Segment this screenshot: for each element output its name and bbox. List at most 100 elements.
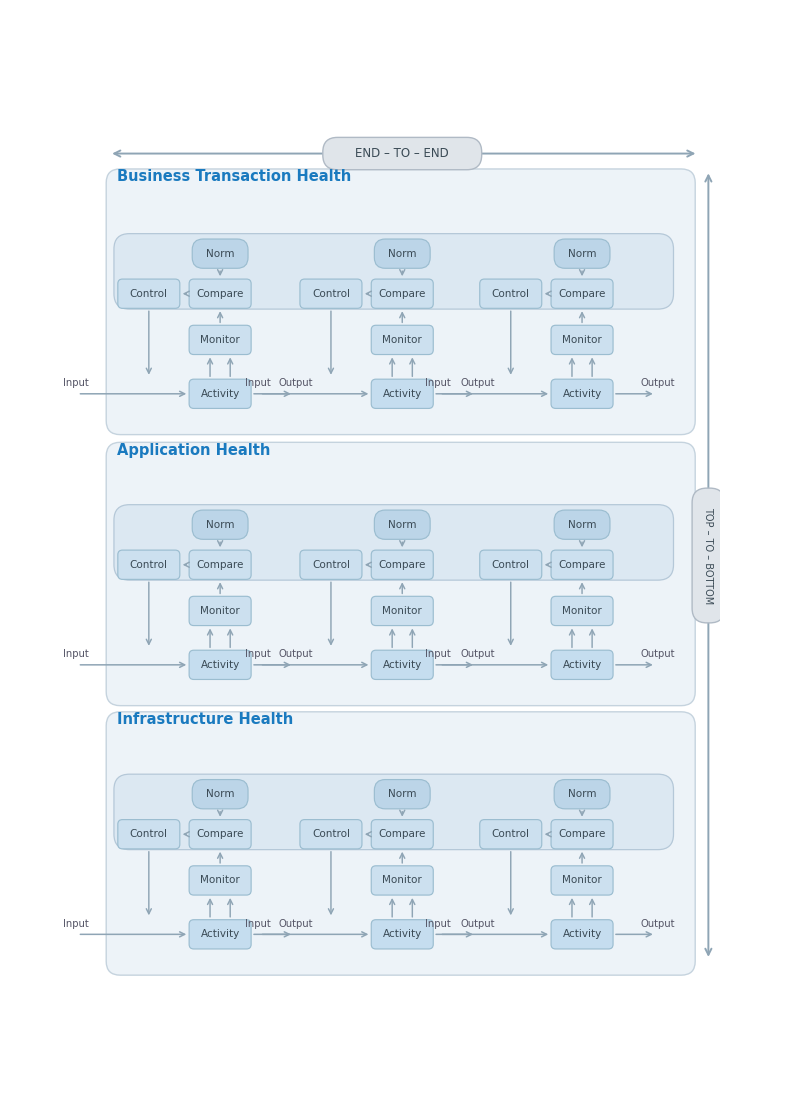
Text: Control: Control [492,288,530,299]
FancyBboxPatch shape [114,774,674,849]
FancyBboxPatch shape [374,239,430,268]
FancyBboxPatch shape [106,712,695,976]
Text: Control: Control [492,560,530,570]
FancyBboxPatch shape [114,233,674,309]
Text: Business Transaction Health: Business Transaction Health [117,169,351,184]
FancyBboxPatch shape [551,326,613,354]
FancyBboxPatch shape [551,379,613,408]
FancyBboxPatch shape [551,866,613,895]
Text: Activity: Activity [382,660,422,670]
Text: Control: Control [130,288,168,299]
Text: Output: Output [461,918,495,928]
Text: Input: Input [425,649,450,659]
Text: Infrastructure Health: Infrastructure Health [117,712,294,727]
Text: Monitor: Monitor [200,606,240,616]
Text: Application Health: Application Health [117,442,270,458]
FancyBboxPatch shape [551,920,613,949]
Text: Norm: Norm [388,789,417,800]
Text: Activity: Activity [562,388,602,399]
FancyBboxPatch shape [551,596,613,626]
Text: Norm: Norm [206,249,234,258]
FancyBboxPatch shape [300,550,362,580]
Text: Norm: Norm [568,249,596,258]
Text: Input: Input [63,378,89,388]
Text: Output: Output [641,918,675,928]
Text: Norm: Norm [206,519,234,530]
Text: Activity: Activity [562,660,602,670]
Text: Compare: Compare [558,288,606,299]
Text: Compare: Compare [378,288,426,299]
Text: Input: Input [63,918,89,928]
FancyBboxPatch shape [374,780,430,808]
FancyBboxPatch shape [300,820,362,849]
Text: Norm: Norm [388,249,417,258]
Text: Input: Input [425,918,450,928]
FancyBboxPatch shape [114,505,674,580]
FancyBboxPatch shape [554,780,610,808]
Text: Output: Output [461,649,495,659]
Text: Compare: Compare [558,829,606,839]
FancyBboxPatch shape [374,510,430,539]
FancyBboxPatch shape [371,820,434,849]
Text: Input: Input [246,649,271,659]
Text: Input: Input [425,378,450,388]
Text: Output: Output [279,378,314,388]
FancyBboxPatch shape [371,379,434,408]
FancyBboxPatch shape [189,279,251,308]
FancyBboxPatch shape [480,279,542,308]
Text: Monitor: Monitor [382,606,422,616]
Text: Control: Control [312,560,350,570]
FancyBboxPatch shape [189,550,251,580]
FancyBboxPatch shape [692,488,725,623]
FancyBboxPatch shape [106,169,695,434]
FancyBboxPatch shape [192,780,248,808]
FancyBboxPatch shape [371,920,434,949]
Text: Compare: Compare [197,288,244,299]
Text: Activity: Activity [382,388,422,399]
FancyBboxPatch shape [189,596,251,626]
Text: Control: Control [312,288,350,299]
FancyBboxPatch shape [189,866,251,895]
FancyBboxPatch shape [189,650,251,680]
Text: Output: Output [641,649,675,659]
Text: Compare: Compare [558,560,606,570]
Text: Input: Input [246,378,271,388]
Text: Output: Output [461,378,495,388]
FancyBboxPatch shape [554,510,610,539]
Text: Control: Control [312,829,350,839]
Text: Compare: Compare [197,829,244,839]
FancyBboxPatch shape [300,279,362,308]
FancyBboxPatch shape [371,550,434,580]
FancyBboxPatch shape [480,550,542,580]
FancyBboxPatch shape [480,820,542,849]
FancyBboxPatch shape [554,239,610,268]
Text: Monitor: Monitor [382,876,422,886]
Text: Control: Control [130,829,168,839]
FancyBboxPatch shape [189,920,251,949]
FancyBboxPatch shape [551,279,613,308]
FancyBboxPatch shape [118,820,180,849]
Text: Monitor: Monitor [200,334,240,345]
Text: Activity: Activity [201,660,240,670]
FancyBboxPatch shape [106,442,695,706]
FancyBboxPatch shape [118,550,180,580]
Text: Compare: Compare [197,560,244,570]
FancyBboxPatch shape [551,650,613,680]
FancyBboxPatch shape [551,550,613,580]
FancyBboxPatch shape [118,279,180,308]
Text: Norm: Norm [388,519,417,530]
Text: Activity: Activity [382,930,422,939]
FancyBboxPatch shape [323,138,482,169]
FancyBboxPatch shape [189,379,251,408]
FancyBboxPatch shape [192,510,248,539]
FancyBboxPatch shape [371,866,434,895]
Text: Control: Control [130,560,168,570]
FancyBboxPatch shape [371,596,434,626]
FancyBboxPatch shape [371,650,434,680]
FancyBboxPatch shape [189,820,251,849]
Text: Norm: Norm [568,789,596,800]
Text: Compare: Compare [378,829,426,839]
Text: Activity: Activity [562,930,602,939]
FancyBboxPatch shape [192,239,248,268]
Text: Output: Output [279,918,314,928]
